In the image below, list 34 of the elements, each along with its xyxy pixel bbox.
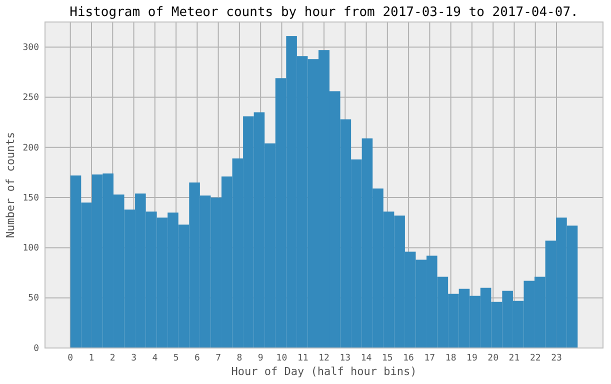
x-tick-label: 0: [68, 353, 74, 364]
x-tick-label: 18: [445, 353, 456, 364]
x-tick-label: 12: [318, 353, 330, 364]
y-axis-title: Number of counts: [4, 132, 17, 238]
y-tick-label: 150: [22, 193, 39, 204]
x-axis-title: Hour of Day (half hour bins): [231, 365, 417, 378]
x-tick-label: 8: [236, 353, 242, 364]
x-tick-label: 9: [258, 353, 264, 364]
x-tick-label: 1: [88, 353, 94, 364]
x-tick-label: 21: [508, 353, 520, 364]
x-tick-label: 4: [152, 353, 158, 364]
x-tick-label: 10: [276, 353, 288, 364]
y-tick-label: 200: [22, 143, 39, 154]
x-tick-label: 17: [424, 353, 436, 364]
x-tick-label: 5: [173, 353, 179, 364]
x-tick-label: 2: [110, 353, 116, 364]
x-tick-label: 20: [488, 353, 499, 364]
y-tick-label: 300: [22, 42, 39, 53]
x-tick-label: 11: [297, 353, 308, 364]
x-tick-label: 3: [131, 353, 136, 364]
y-tick-label: 50: [28, 294, 39, 304]
x-tick-label: 15: [382, 353, 393, 364]
x-tick-label: 14: [360, 353, 372, 364]
x-tick-label: 7: [216, 353, 222, 364]
y-tick-label: 100: [22, 244, 39, 254]
y-tick-label: 0: [34, 344, 39, 354]
x-tick-label: 23: [551, 353, 562, 364]
x-tick-label: 22: [530, 353, 541, 364]
y-tick-label: 250: [22, 93, 39, 104]
x-tick-label: 16: [403, 353, 414, 364]
x-tick-label: 13: [340, 353, 351, 364]
chart-title: Histogram of Meteor counts by hour from 2017-03-19 to 2017-04-07.: [70, 5, 578, 20]
x-tick-label: 6: [194, 353, 200, 364]
x-tick-label: 19: [466, 353, 478, 364]
